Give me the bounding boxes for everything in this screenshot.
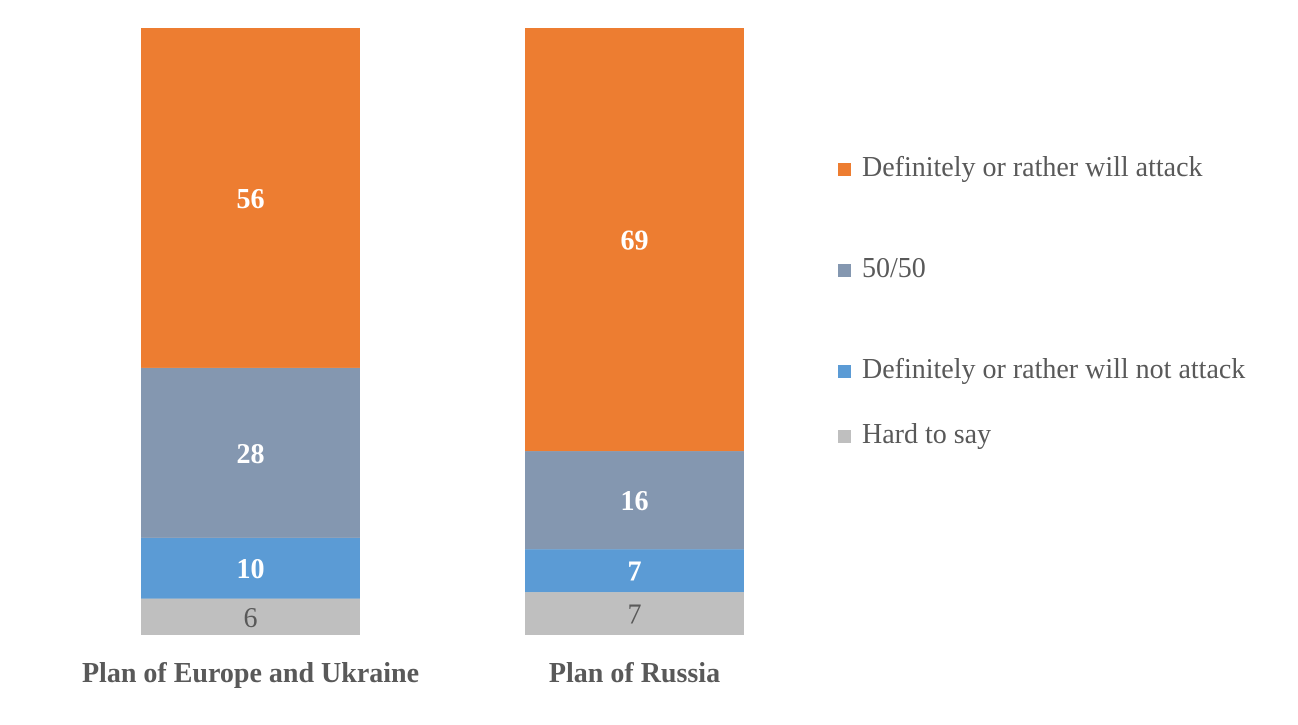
legend-item: 50/50 [838,251,1278,287]
legend-swatch [838,264,851,277]
bar-segment [525,549,744,593]
bar-segment [141,28,360,368]
data-label: 7 [628,557,642,588]
legend-swatch [838,430,851,443]
bar-segment [141,598,360,635]
category-label: Plan of Russia [549,658,720,689]
bar-segment [141,367,360,538]
legend-label: Definitely or rather will attack [862,152,1203,183]
bar-segment [525,451,744,550]
legend: Definitely or rather will attack 50/50 Def… [838,150,1278,453]
data-label: 7 [628,600,642,631]
data-label: 10 [237,554,265,585]
data-label: 6 [244,603,258,634]
legend-label: Hard to say [862,419,992,450]
legend-swatch [838,365,851,378]
bar-segment [525,28,744,452]
bar-segment [525,592,744,635]
legend-item: Definitely or rather will not attack [838,352,1278,388]
data-label: 28 [237,439,265,470]
data-label: 56 [237,184,265,215]
legend-swatch [838,163,851,176]
legend-item: Definitely or rather will attack [838,150,1278,186]
legend-label: Definitely or rather will not attack [862,354,1246,385]
bar-segment [141,537,360,599]
legend-item: Hard to say [838,417,1278,453]
data-label: 16 [621,486,649,517]
legend-label: 50/50 [862,253,926,284]
category-label: Plan of Europe and Ukraine [82,658,419,689]
data-label: 69 [621,226,649,257]
